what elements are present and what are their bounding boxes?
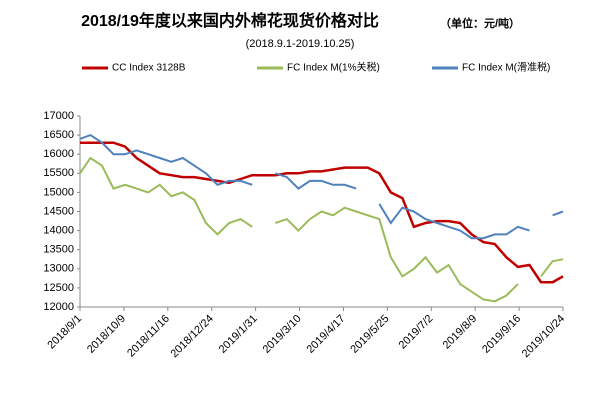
y-tick-label: 13500 [43, 244, 74, 256]
y-tick-label: 14500 [43, 205, 74, 217]
unit-note: （单位：元/吨） [440, 16, 520, 30]
y-tick-label: 15500 [43, 167, 74, 179]
x-tick-label: 2018/12/24 [168, 313, 215, 360]
y-tick-label: 15000 [43, 186, 74, 198]
x-tick-label: 2019/5/25 [348, 313, 391, 356]
x-tick-label: 2019/4/17 [305, 313, 348, 356]
x-tick-label: 2019/10/24 [520, 313, 567, 360]
y-tick-label: 12000 [43, 301, 74, 313]
y-tick-label: 17000 [43, 110, 74, 122]
chart-title: 2018/19年度以来国内外棉花现货价格对比 [81, 11, 379, 30]
subtitle: (2018.9.1-2019.10.25) [246, 38, 355, 50]
y-tick-label: 12500 [43, 282, 74, 294]
y-tick-label: 16000 [43, 148, 74, 160]
y-tick-label: 14000 [43, 225, 74, 237]
y-tick-label: 16500 [43, 129, 74, 141]
series-line [80, 141, 564, 284]
x-tick-label: 2019/9/16 [480, 313, 523, 356]
legend-label: CC Index 3128B [112, 63, 186, 74]
x-tick-label: 2018/11/16 [125, 313, 172, 360]
legend-label: FC Index M(1%关税) [287, 61, 380, 74]
x-tick-label: 2018/9/1 [45, 313, 84, 352]
x-tick-label: 2019/1/31 [217, 313, 260, 356]
x-tick-label: 2019/8/9 [441, 313, 480, 352]
legend-label: FC Index M(滑准税) [462, 61, 550, 74]
y-tick-label: 13000 [43, 263, 74, 275]
x-tick-label: 2019/7/2 [397, 313, 436, 352]
x-tick-label: 2019/3/10 [261, 313, 304, 356]
x-tick-label: 2018/10/9 [85, 313, 128, 356]
series-line [79, 156, 564, 303]
series-line [79, 133, 564, 240]
